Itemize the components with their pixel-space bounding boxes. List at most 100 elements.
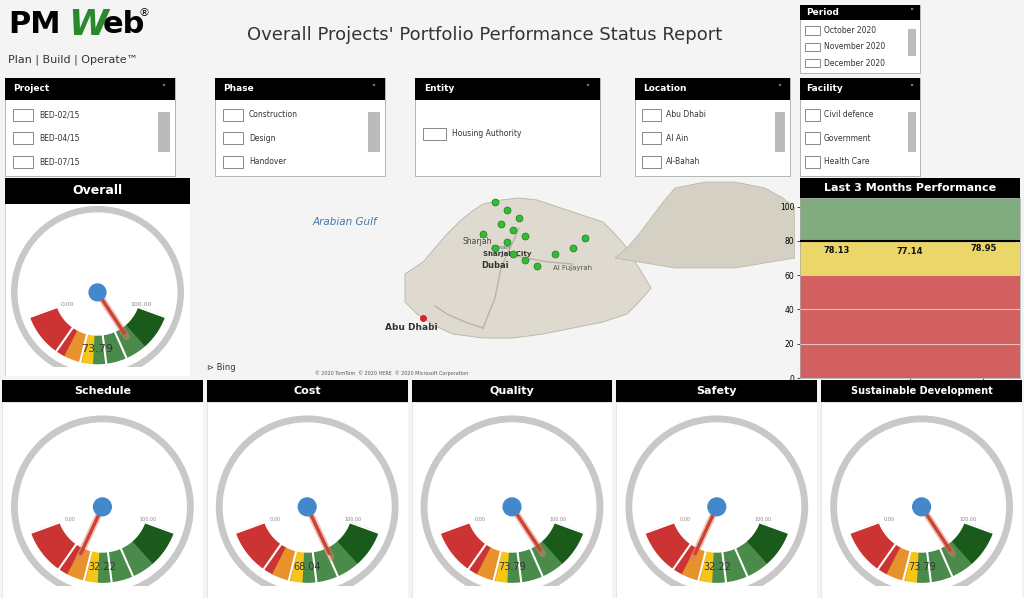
Ellipse shape bbox=[626, 416, 808, 597]
FancyBboxPatch shape bbox=[806, 26, 820, 35]
FancyBboxPatch shape bbox=[2, 402, 203, 598]
Ellipse shape bbox=[11, 416, 194, 597]
Circle shape bbox=[708, 498, 726, 515]
Text: 73.79: 73.79 bbox=[907, 562, 936, 572]
FancyBboxPatch shape bbox=[642, 156, 660, 168]
FancyBboxPatch shape bbox=[642, 133, 660, 144]
Polygon shape bbox=[508, 541, 562, 582]
FancyBboxPatch shape bbox=[806, 43, 820, 51]
Text: Plan | Build | Operate™: Plan | Build | Operate™ bbox=[8, 54, 138, 65]
Text: Abu Dhabi: Abu Dhabi bbox=[385, 324, 437, 332]
Ellipse shape bbox=[421, 416, 603, 597]
Text: ˅: ˅ bbox=[161, 84, 165, 93]
Text: Al Ain: Al Ain bbox=[666, 134, 688, 143]
FancyBboxPatch shape bbox=[800, 78, 920, 99]
Polygon shape bbox=[615, 182, 795, 268]
Ellipse shape bbox=[830, 416, 1013, 597]
FancyBboxPatch shape bbox=[800, 5, 920, 20]
Polygon shape bbox=[543, 523, 583, 563]
Text: October 2020: October 2020 bbox=[824, 26, 877, 35]
FancyBboxPatch shape bbox=[207, 402, 408, 598]
Polygon shape bbox=[888, 548, 912, 581]
FancyBboxPatch shape bbox=[2, 380, 203, 402]
Circle shape bbox=[89, 284, 105, 301]
Ellipse shape bbox=[18, 423, 186, 591]
Text: Last 3 Months Performance: Last 3 Months Performance bbox=[824, 183, 996, 193]
Text: Design: Design bbox=[249, 134, 275, 143]
Text: Handover: Handover bbox=[249, 157, 287, 166]
FancyBboxPatch shape bbox=[800, 178, 1020, 198]
FancyBboxPatch shape bbox=[5, 178, 190, 376]
Text: Overall Projects' Portfolio Performance Status Report: Overall Projects' Portfolio Performance … bbox=[248, 26, 723, 44]
Polygon shape bbox=[338, 523, 378, 563]
Text: 0.00: 0.00 bbox=[884, 517, 895, 523]
Circle shape bbox=[298, 498, 316, 515]
Polygon shape bbox=[701, 553, 715, 582]
FancyBboxPatch shape bbox=[908, 29, 916, 56]
FancyBboxPatch shape bbox=[908, 112, 916, 151]
Text: ˅: ˅ bbox=[585, 84, 589, 93]
Text: 100.00: 100.00 bbox=[550, 517, 566, 523]
Text: Sharjah City: Sharjah City bbox=[482, 251, 531, 257]
Bar bbox=[800, 241, 1020, 275]
FancyBboxPatch shape bbox=[616, 380, 817, 402]
Text: Location: Location bbox=[643, 84, 686, 93]
Ellipse shape bbox=[838, 423, 1006, 591]
Text: 73.79: 73.79 bbox=[82, 344, 114, 355]
Text: Dubai: Dubai bbox=[481, 261, 509, 270]
Text: Period: Period bbox=[806, 8, 839, 17]
FancyBboxPatch shape bbox=[616, 402, 817, 598]
Text: ˅: ˅ bbox=[371, 84, 375, 93]
FancyBboxPatch shape bbox=[635, 78, 790, 99]
Text: Facility: Facility bbox=[806, 84, 843, 93]
FancyBboxPatch shape bbox=[806, 59, 820, 68]
Text: 100.00: 100.00 bbox=[345, 517, 361, 523]
Polygon shape bbox=[748, 523, 787, 563]
Text: 32.22: 32.22 bbox=[702, 562, 731, 572]
Polygon shape bbox=[31, 307, 78, 356]
FancyBboxPatch shape bbox=[12, 156, 33, 168]
FancyBboxPatch shape bbox=[806, 156, 820, 168]
Text: PM: PM bbox=[8, 10, 61, 39]
FancyBboxPatch shape bbox=[423, 128, 445, 139]
Text: November 2020: November 2020 bbox=[824, 42, 886, 51]
FancyBboxPatch shape bbox=[821, 402, 1022, 598]
Ellipse shape bbox=[216, 416, 398, 597]
FancyBboxPatch shape bbox=[222, 156, 243, 168]
Polygon shape bbox=[497, 553, 510, 582]
Text: Sharjah: Sharjah bbox=[462, 237, 492, 246]
FancyBboxPatch shape bbox=[642, 109, 660, 121]
Text: Al Fujayrah: Al Fujayrah bbox=[553, 265, 593, 271]
Text: Sustainable Development: Sustainable Development bbox=[851, 386, 992, 396]
Bar bbox=[800, 198, 1020, 241]
Polygon shape bbox=[918, 541, 972, 582]
Polygon shape bbox=[713, 541, 767, 582]
Circle shape bbox=[503, 498, 521, 515]
Polygon shape bbox=[906, 553, 920, 582]
Text: Al-Bahah: Al-Bahah bbox=[666, 157, 700, 166]
Polygon shape bbox=[646, 523, 695, 574]
Text: Schedule: Schedule bbox=[74, 386, 131, 396]
FancyBboxPatch shape bbox=[806, 133, 820, 144]
Polygon shape bbox=[237, 523, 286, 574]
Circle shape bbox=[93, 498, 112, 515]
Text: ®: ® bbox=[138, 8, 150, 19]
Polygon shape bbox=[66, 332, 88, 362]
FancyBboxPatch shape bbox=[207, 380, 408, 402]
Text: 0.00: 0.00 bbox=[60, 302, 74, 307]
FancyBboxPatch shape bbox=[415, 78, 600, 176]
Text: ˅: ˅ bbox=[777, 84, 781, 93]
Polygon shape bbox=[851, 523, 900, 574]
Text: Government: Government bbox=[824, 134, 871, 143]
Polygon shape bbox=[69, 548, 93, 581]
Text: Safety: Safety bbox=[696, 386, 737, 396]
Text: Abu Dhabi: Abu Dhabi bbox=[666, 111, 706, 120]
Polygon shape bbox=[127, 307, 165, 345]
Text: eb: eb bbox=[103, 10, 145, 39]
FancyBboxPatch shape bbox=[158, 112, 170, 151]
Ellipse shape bbox=[18, 213, 177, 372]
Text: 78.13: 78.13 bbox=[823, 246, 850, 255]
FancyBboxPatch shape bbox=[215, 78, 385, 99]
Text: 78.95: 78.95 bbox=[970, 244, 996, 253]
Polygon shape bbox=[273, 548, 298, 581]
